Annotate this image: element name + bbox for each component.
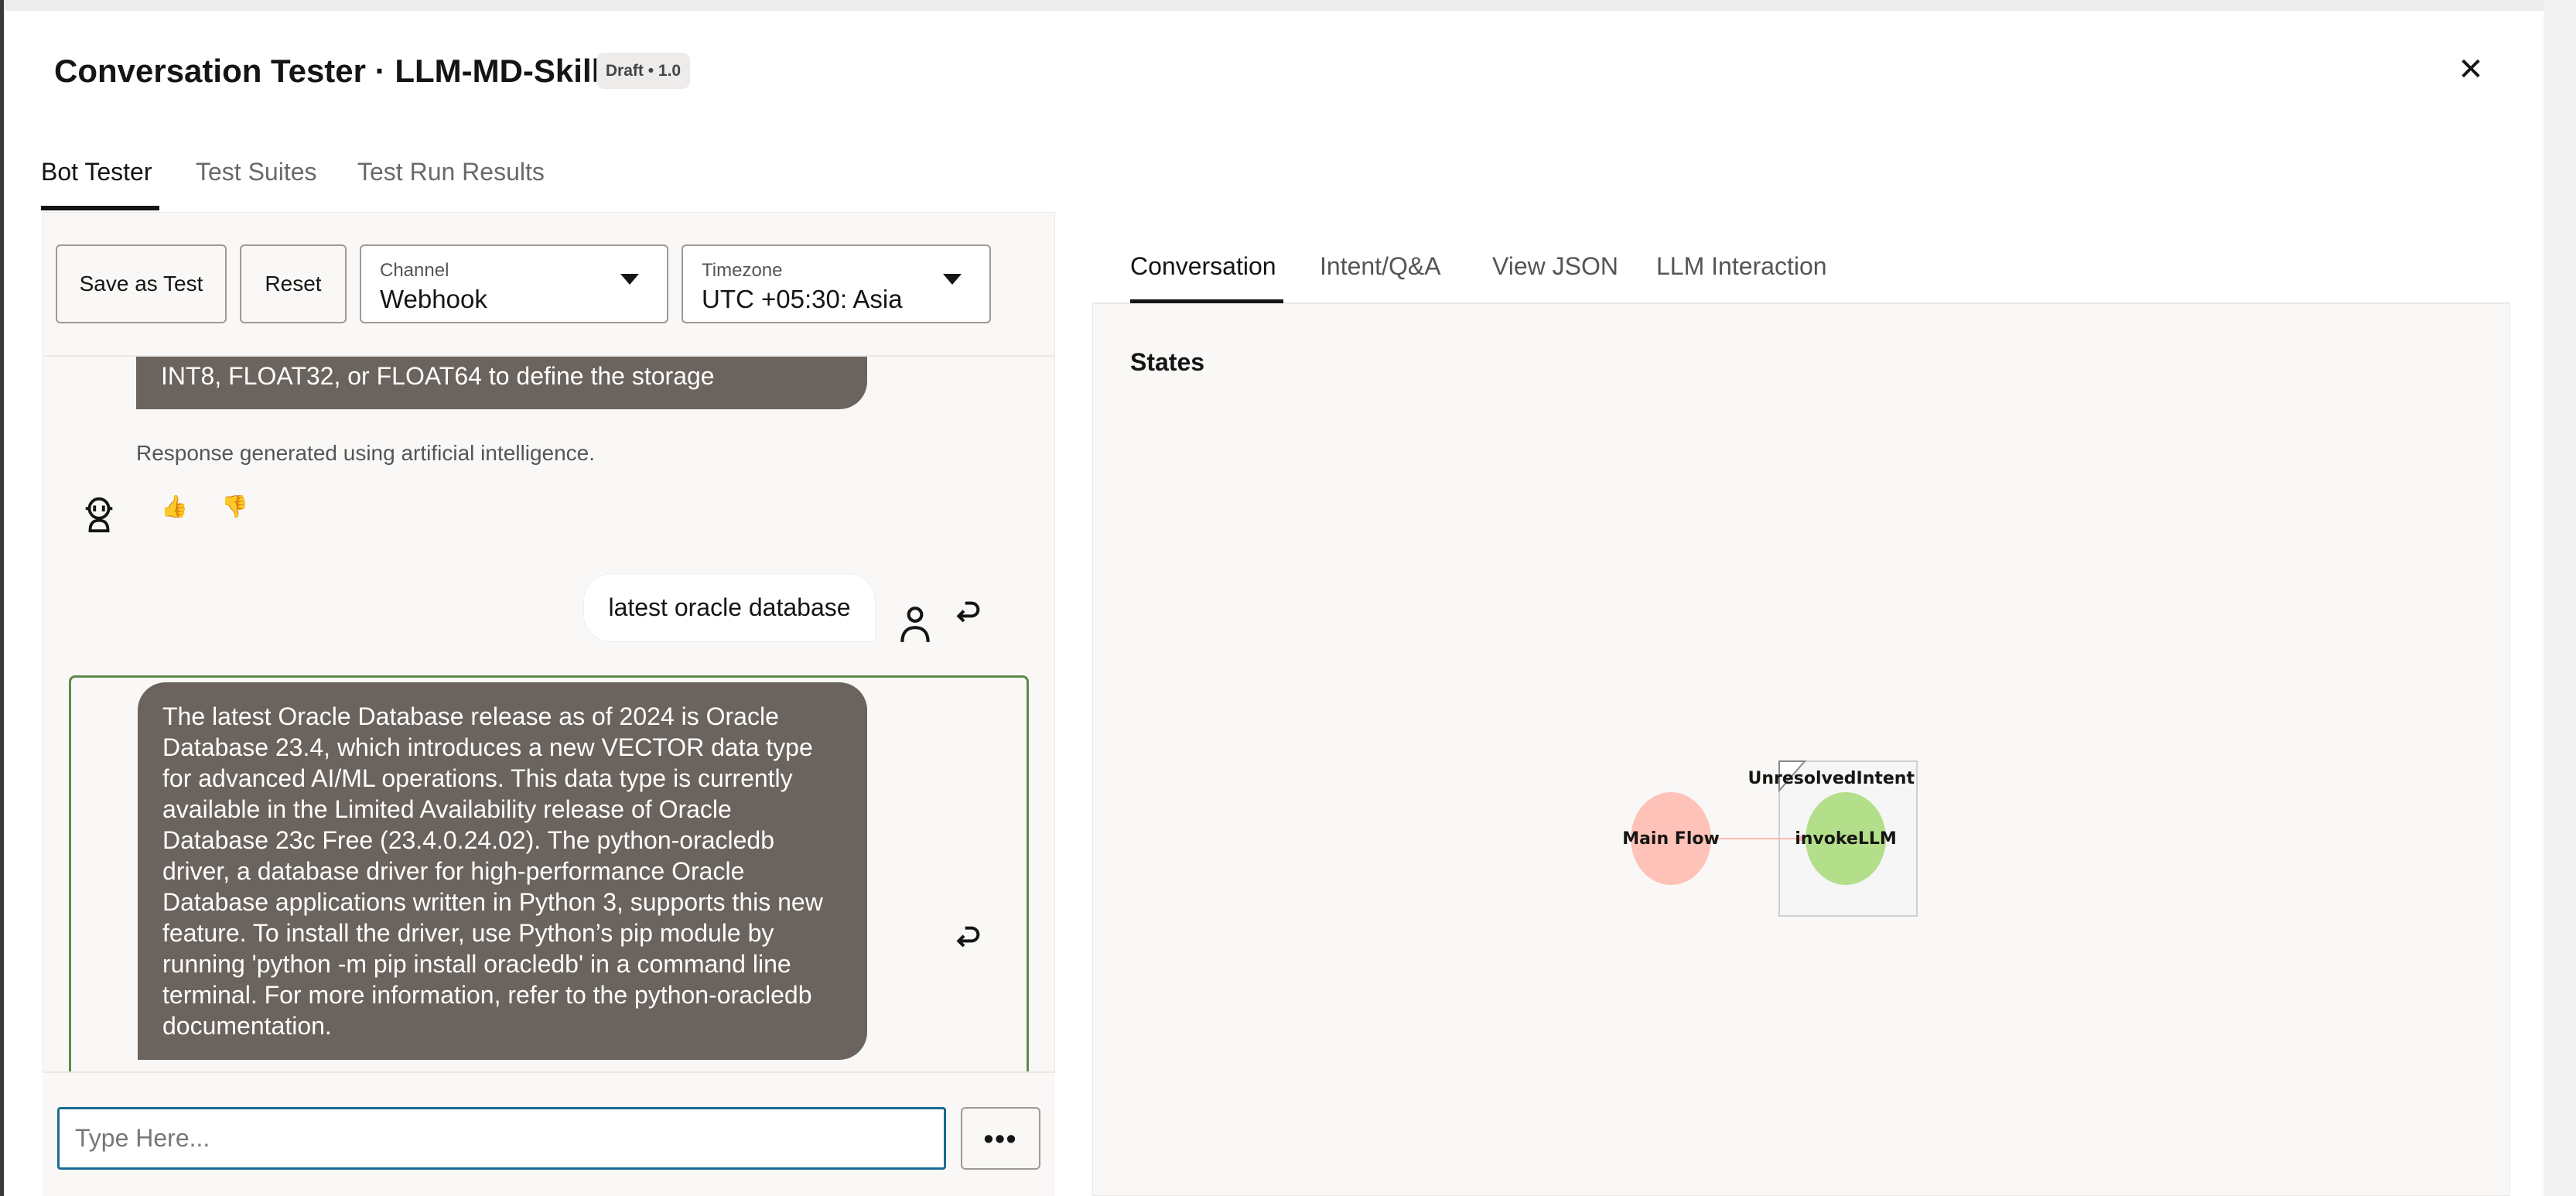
state-node-main-flow[interactable] — [1631, 792, 1711, 885]
timezone-label: Timezone — [702, 260, 783, 281]
collapse-toggle-icon[interactable] — [1778, 760, 1807, 793]
timezone-select[interactable]: Timezone UTC +05:30: Asia — [682, 244, 991, 323]
more-options-button[interactable]: ••• — [961, 1107, 1040, 1170]
states-heading: States — [1130, 348, 1205, 376]
conversation-panel — [1092, 212, 2510, 1196]
user-message: latest oracle database — [583, 573, 876, 642]
state-label: invokeLLM — [1795, 829, 1897, 849]
page-title: Conversation Tester · LLM-MD-Skill — [54, 53, 601, 89]
message-input[interactable] — [57, 1107, 946, 1170]
tab-test-suites[interactable]: Test Suites — [196, 158, 317, 186]
tab-bot-tester[interactable]: Bot Tester — [41, 158, 152, 186]
reset-button[interactable]: Reset — [240, 244, 347, 323]
user-avatar-icon — [900, 607, 930, 643]
close-icon[interactable]: ✕ — [2458, 53, 2484, 87]
state-group-label: UnresolvedIntent — [1748, 769, 1915, 788]
ai-disclaimer: Response generated using artificial inte… — [136, 441, 596, 465]
reply-icon[interactable] — [952, 594, 983, 625]
selected-message-frame — [69, 675, 1029, 1078]
channel-label: Channel — [380, 260, 449, 281]
tab-view-json[interactable]: View JSON — [1492, 252, 1619, 280]
edge-arrow — [1798, 835, 1806, 842]
timezone-value: UTC +05:30: Asia — [702, 285, 903, 313]
bot-message: The latest Oracle Database release as of… — [138, 682, 867, 1060]
states-diagram: UnresolvedIntent Main Flow invokeLLM — [1622, 760, 1918, 917]
conversation-tabbar — [1092, 212, 2510, 304]
window-backdrop — [2544, 0, 2576, 1196]
reply-icon[interactable] — [952, 919, 983, 950]
divider — [43, 355, 1055, 357]
tab-conversation[interactable]: Conversation — [1130, 252, 1276, 280]
tab-intent-qa[interactable]: Intent/Q&A — [1320, 252, 1441, 280]
channel-value: Webhook — [380, 285, 487, 313]
active-tab-indicator — [1130, 299, 1283, 303]
state-node-invokellm[interactable] — [1806, 792, 1886, 885]
state-label: Main Flow — [1622, 829, 1720, 849]
bot-message: INT8, FLOAT32, or FLOAT64 to define the … — [136, 357, 867, 409]
channel-select[interactable]: Channel Webhook — [360, 244, 668, 323]
version-badge: Draft • 1.0 — [596, 53, 690, 89]
chevron-down-icon — [620, 274, 639, 285]
bot-avatar-icon — [85, 497, 113, 533]
thumbs-up-icon[interactable]: 👍 — [161, 494, 188, 518]
window-top-strip — [0, 0, 2576, 11]
thumbs-down-icon[interactable]: 👎 — [221, 494, 248, 518]
tab-llm-interaction[interactable]: LLM Interaction — [1656, 252, 1827, 280]
window-edge — [0, 0, 4, 1196]
tab-test-run-results[interactable]: Test Run Results — [357, 158, 545, 186]
save-as-test-button[interactable]: Save as Test — [56, 244, 227, 323]
active-tab-indicator — [41, 206, 159, 210]
chevron-down-icon — [943, 274, 962, 285]
